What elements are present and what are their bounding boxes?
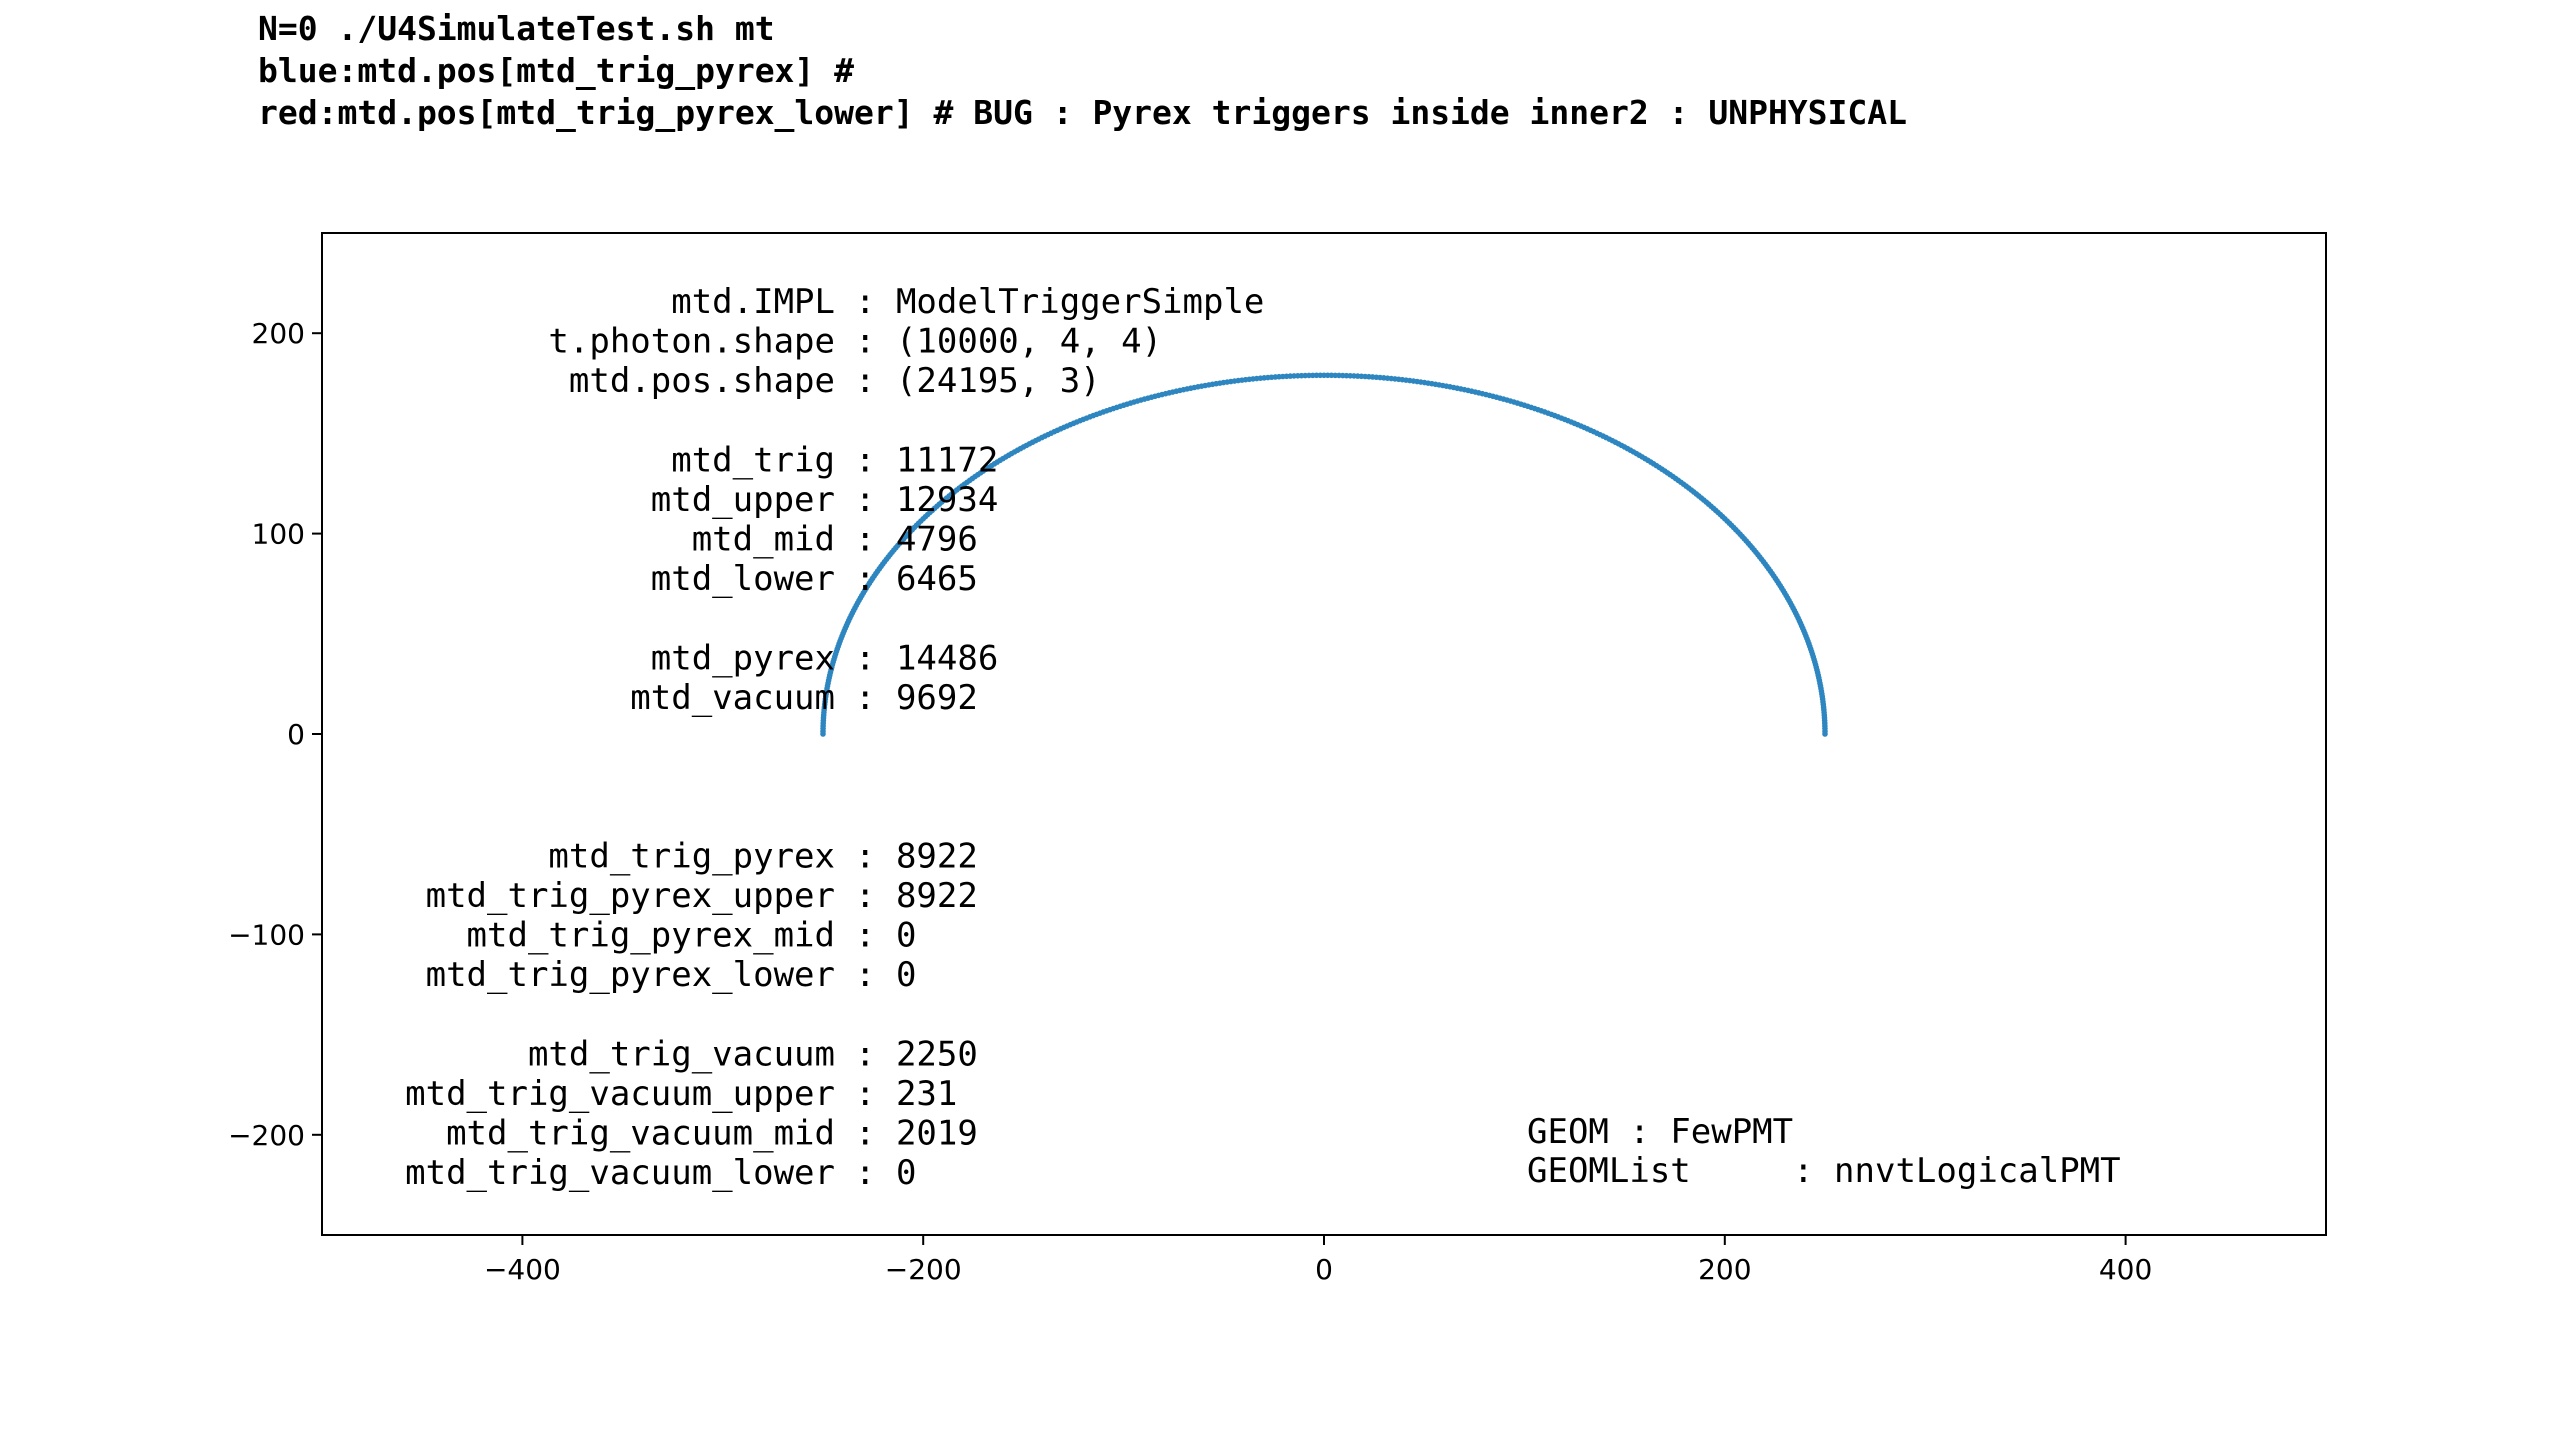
counts-annotation: mtd.IMPL : ModelTriggerSimple t.photon.sha… — [405, 282, 1264, 1193]
counts-value: : ModelTriggerSimple — [855, 282, 1264, 322]
y-tick-label: 200 — [252, 317, 305, 350]
counts-value: : 14486 — [855, 638, 998, 678]
x-tick-label: 200 — [1698, 1253, 1751, 1286]
data-point — [820, 731, 826, 737]
counts-value: : 4796 — [855, 520, 978, 560]
counts-value: : (24195, 3) — [855, 361, 1101, 401]
counts-label: mtd_trig_vacuum_mid — [446, 1114, 835, 1154]
counts-value: : 11172 — [855, 440, 998, 480]
chart-title: N=0 ./U4SimulateTest.sh mtblue:mtd.pos[m… — [258, 9, 1907, 132]
geom-line: GEOMList : nnvtLogicalPMT — [1527, 1151, 2121, 1191]
y-tick-label: 100 — [252, 518, 305, 551]
title-line-2: blue:mtd.pos[mtd_trig_pyrex] # — [258, 51, 854, 90]
counts-value: : 12934 — [855, 480, 998, 520]
counts-label: t.photon.shape — [548, 322, 835, 362]
y-tick-label: −200 — [228, 1119, 305, 1152]
counts-label: mtd_trig_vacuum — [528, 1034, 835, 1074]
counts-label: mtd_trig_pyrex_upper — [426, 876, 835, 916]
counts-value: : 8922 — [855, 836, 978, 876]
counts-value: : 0 — [855, 955, 916, 995]
counts-label: mtd.IMPL — [671, 282, 835, 322]
counts-value: : 0 — [855, 916, 916, 956]
counts-value: : 8922 — [855, 876, 978, 916]
title-line-3: red:mtd.pos[mtd_trig_pyrex_lower] # BUG … — [258, 93, 1907, 132]
counts-label: mtd_trig_pyrex_mid — [467, 916, 835, 956]
data-layer — [820, 372, 1828, 737]
counts-value: : (10000, 4, 4) — [855, 322, 1162, 362]
counts-label: mtd_vacuum — [630, 678, 835, 718]
x-tick-label: −200 — [885, 1253, 962, 1286]
counts-value: : 2019 — [855, 1114, 978, 1154]
counts-label: mtd_lower — [651, 559, 835, 599]
x-tick-label: 0 — [1315, 1253, 1333, 1286]
counts-label: mtd_mid — [692, 520, 835, 560]
geom-line: GEOM : FewPMT — [1527, 1112, 1793, 1152]
y-axis: 200 100 0 −100 −200 — [228, 317, 322, 1152]
series-0 — [820, 372, 1828, 737]
y-tick-label: −100 — [228, 918, 305, 951]
counts-label: mtd_upper — [651, 480, 835, 520]
counts-label: mtd_trig_pyrex — [548, 836, 835, 876]
counts-value: : 2250 — [855, 1034, 978, 1074]
counts-label: mtd.pos.shape — [569, 361, 835, 401]
counts-value: : 0 — [855, 1153, 916, 1193]
counts-value: : 9692 — [855, 678, 978, 718]
x-tick-label: −400 — [484, 1253, 561, 1286]
counts-value: : 231 — [855, 1074, 957, 1114]
counts-label: mtd_trig — [671, 440, 835, 480]
y-tick-label: 0 — [287, 718, 305, 751]
counts-label: mtd_pyrex — [651, 638, 835, 678]
counts-label: mtd_trig_vacuum_lower — [405, 1153, 835, 1193]
x-tick-label: 400 — [2099, 1253, 2152, 1286]
x-axis: −400 −200 0 200 400 — [484, 1235, 2152, 1286]
title-line-1: N=0 ./U4SimulateTest.sh mt — [258, 9, 775, 48]
counts-label: mtd_trig_vacuum_upper — [405, 1074, 835, 1114]
counts-value: : 6465 — [855, 559, 978, 599]
counts-label: mtd_trig_pyrex_lower — [426, 955, 835, 995]
